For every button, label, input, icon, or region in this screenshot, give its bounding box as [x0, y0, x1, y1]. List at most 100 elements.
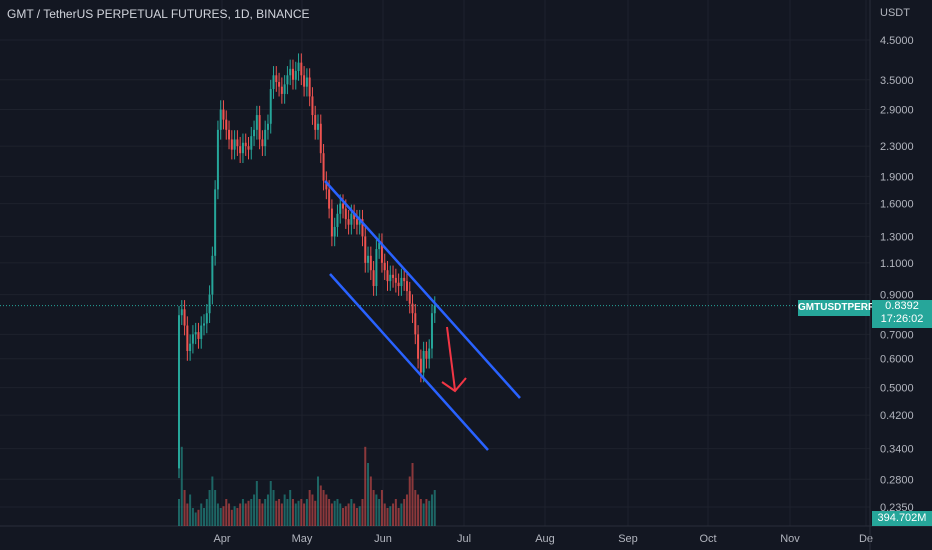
volume-bar: [305, 499, 308, 526]
volume-bar: [411, 463, 414, 526]
volume-bar: [200, 503, 203, 526]
volume-bar: [364, 446, 367, 526]
volume-bar: [216, 503, 219, 526]
candle-body: [208, 294, 211, 314]
candle-body: [375, 249, 378, 287]
volume-bar: [308, 490, 311, 526]
volume-bar: [266, 494, 269, 526]
volume-bar: [317, 476, 319, 526]
volume-bar: [233, 506, 236, 526]
volume-bar: [403, 499, 406, 526]
volume-bar: [417, 494, 420, 526]
candle-body: [272, 75, 275, 90]
candle-body: [308, 77, 311, 97]
candle-body: [228, 129, 231, 140]
candle-body: [425, 351, 428, 359]
candle-body: [247, 146, 250, 150]
candle-body: [333, 226, 336, 237]
candle-body: [291, 68, 294, 80]
volume-bar: [311, 494, 314, 526]
down-arrow-shaft: [446, 326, 456, 391]
candle-body: [319, 123, 322, 154]
volume-bar: [419, 499, 422, 526]
volume-bar: [428, 500, 431, 526]
volume-bar: [389, 506, 392, 526]
candle-body: [383, 262, 386, 271]
price-tick-label: 2.9000: [880, 105, 914, 117]
candle-body: [250, 136, 253, 150]
volume-bar: [191, 508, 194, 526]
candle-body: [280, 86, 283, 94]
volume-bar: [361, 499, 364, 526]
time-tick-label: Jul: [457, 533, 471, 545]
volume-bar: [383, 503, 386, 526]
volume-bar: [225, 499, 228, 526]
candle-body: [189, 343, 192, 352]
volume-bar: [336, 499, 339, 526]
volume-bar: [241, 499, 244, 526]
volume-bar: [425, 499, 428, 526]
candle-body: [241, 142, 244, 154]
volume-bar: [228, 503, 231, 526]
volume-bar: [230, 509, 233, 526]
candle-body: [261, 139, 264, 147]
candle-body: [233, 139, 236, 150]
candle-body: [294, 70, 297, 80]
symbol-badge: GMTUSDTPERP: [798, 300, 875, 316]
price-tick-label: 1.9000: [880, 171, 914, 183]
candle-body: [216, 129, 219, 190]
volume-bar: [275, 500, 278, 526]
candle-body: [289, 68, 292, 76]
candle-body: [364, 236, 367, 263]
candle-body: [278, 82, 281, 87]
channel-upper-line: [324, 180, 521, 399]
candle-body: [253, 129, 256, 137]
candle-body: [347, 219, 350, 225]
candle-body: [186, 325, 189, 352]
candle-body: [422, 351, 425, 373]
candle-body: [178, 315, 180, 469]
candle-body: [183, 309, 186, 326]
volume-bar: [367, 463, 370, 526]
candle-body: [417, 334, 420, 359]
candle-body: [314, 115, 317, 130]
candle-body: [328, 189, 331, 209]
price-tick-label: 0.2800: [880, 474, 914, 486]
last-price-label: 0.8392: [885, 300, 919, 312]
candle-body: [225, 119, 228, 130]
volume-bar: [347, 503, 350, 526]
candle-body: [428, 348, 431, 359]
time-tick-label: De: [859, 533, 873, 545]
candle-body: [255, 115, 258, 130]
candle-body: [378, 242, 381, 250]
price-tick-label: 2.3000: [880, 141, 914, 153]
price-tick-label: 4.5000: [880, 35, 914, 47]
volume-bar: [283, 494, 286, 526]
price-tick-label: 0.4200: [880, 410, 914, 422]
candle-body: [380, 242, 383, 263]
volume-bar: [203, 508, 206, 526]
volume-bar: [430, 494, 433, 526]
volume-bar: [219, 508, 222, 526]
volume-bar: [408, 476, 411, 526]
candle-body: [211, 255, 214, 295]
candle-body: [244, 142, 247, 147]
volume-bar: [400, 503, 403, 526]
volume-bar: [186, 503, 189, 526]
candle-body: [405, 281, 408, 292]
chart-title: GMT / TetherUS PERPETUAL FUTURES, 1D, BI…: [7, 7, 310, 21]
volume-bar: [386, 508, 389, 526]
candle-body: [303, 75, 306, 87]
volume-bar: [258, 499, 261, 526]
volume-bar: [236, 508, 239, 526]
volume-bar: [269, 481, 272, 526]
volume-bar: [272, 490, 275, 526]
volume-bar: [183, 490, 186, 526]
candle-body: [180, 309, 183, 316]
volume-bar: [369, 476, 372, 526]
candle-body: [419, 358, 422, 373]
volume-bar: [397, 508, 400, 526]
price-tick-label: 0.6000: [880, 354, 914, 366]
volume-bar: [247, 500, 250, 526]
